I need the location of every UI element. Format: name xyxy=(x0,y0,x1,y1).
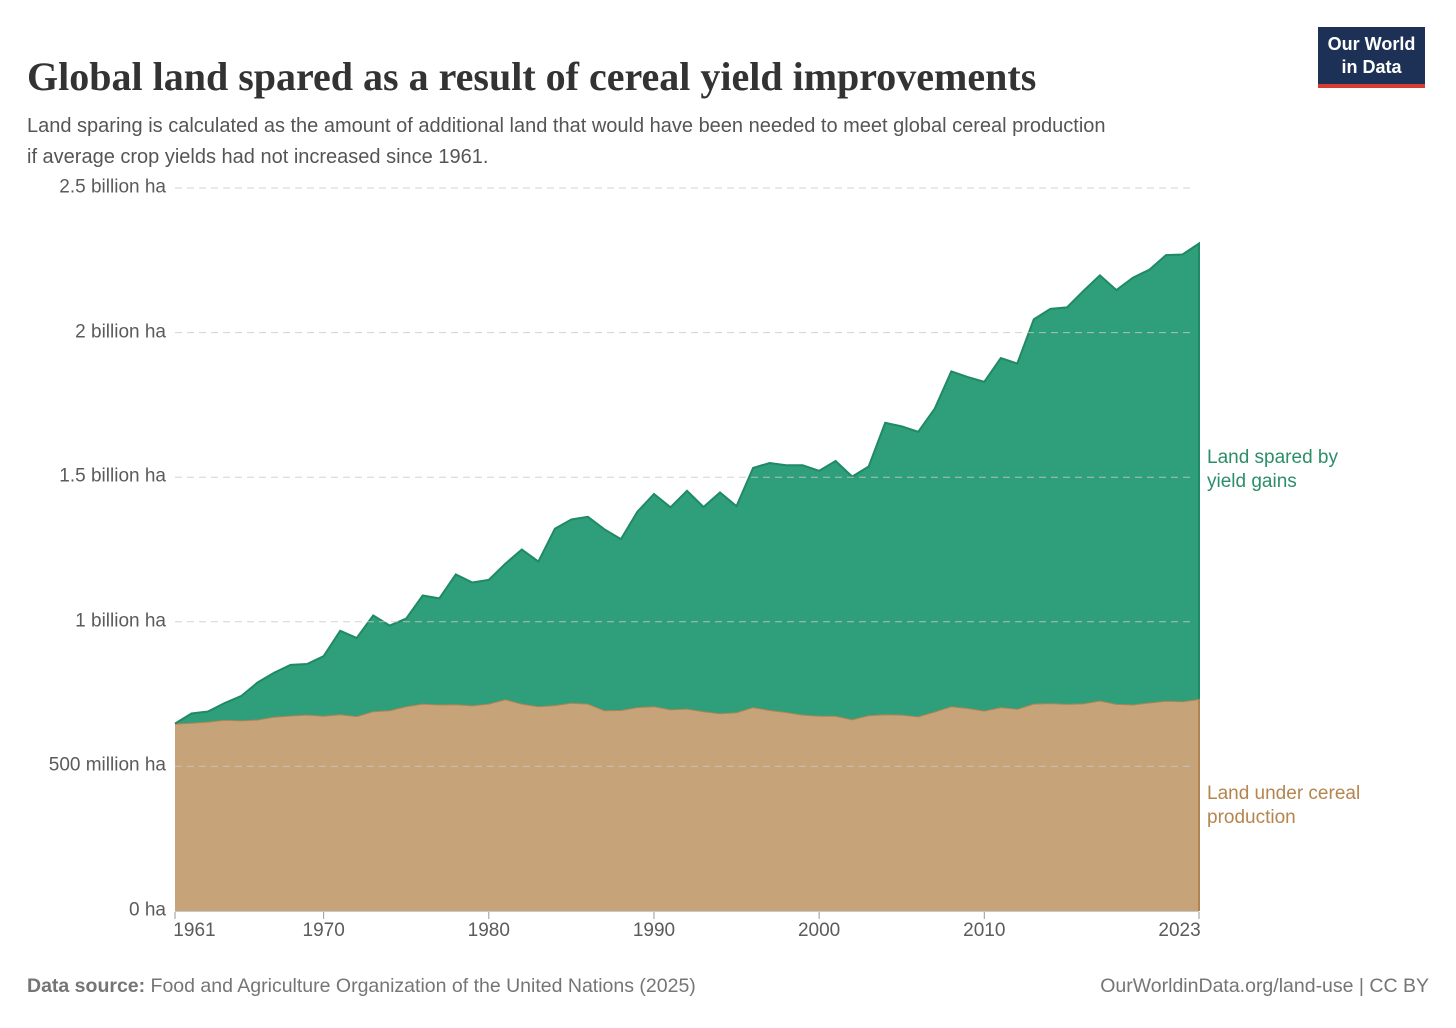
y-axis-label-0: 0 ha xyxy=(129,899,166,921)
x-axis-label-2023: 2023 xyxy=(1158,920,1201,941)
x-axis-label-2000: 2000 xyxy=(797,920,841,941)
data-source-text: Food and Agriculture Organization of the… xyxy=(145,975,696,997)
footer-link[interactable]: OurWorldinData.org/land-use | CC BY xyxy=(1100,975,1429,997)
owid-logo: Our World in Data xyxy=(1318,27,1425,88)
area-land-spared xyxy=(175,243,1199,724)
y-axis-label-1000: 1 billion ha xyxy=(75,610,166,632)
annotation-cereal-production: Land under cereal production xyxy=(1207,783,1361,828)
x-axis-label-1990: 1990 xyxy=(632,920,676,941)
data-source: Data source: Food and Agriculture Organi… xyxy=(27,975,696,998)
owid-logo-line1: Our World xyxy=(1327,33,1416,54)
data-source-label: Data source: xyxy=(27,975,146,997)
owid-logo-line2: in Data xyxy=(1341,56,1402,77)
y-axis-label-2500: 2.5 billion ha xyxy=(59,176,166,198)
footer: Data source: Food and Agriculture Organi… xyxy=(27,975,1429,998)
y-axis-label-1500: 1.5 billion ha xyxy=(59,465,166,487)
x-axis-label-1970: 1970 xyxy=(302,920,345,941)
y-axis-label-500: 500 million ha xyxy=(48,754,166,776)
x-axis-label-2010: 2010 xyxy=(963,920,1006,941)
area-cereal-production xyxy=(175,699,1199,911)
area-spared-edge xyxy=(174,241,1200,725)
x-axis-label-1961: 1961 xyxy=(173,920,216,941)
x-axis-label-1980: 1980 xyxy=(467,920,510,941)
page-subtitle: Land sparing is calculated as the amount… xyxy=(27,115,1106,168)
annotation-land-spared: Land spared by yield gains xyxy=(1207,447,1338,492)
page-title: Global land spared as a result of cereal… xyxy=(27,53,1037,99)
y-axis-label-2000: 2 billion ha xyxy=(75,321,166,343)
